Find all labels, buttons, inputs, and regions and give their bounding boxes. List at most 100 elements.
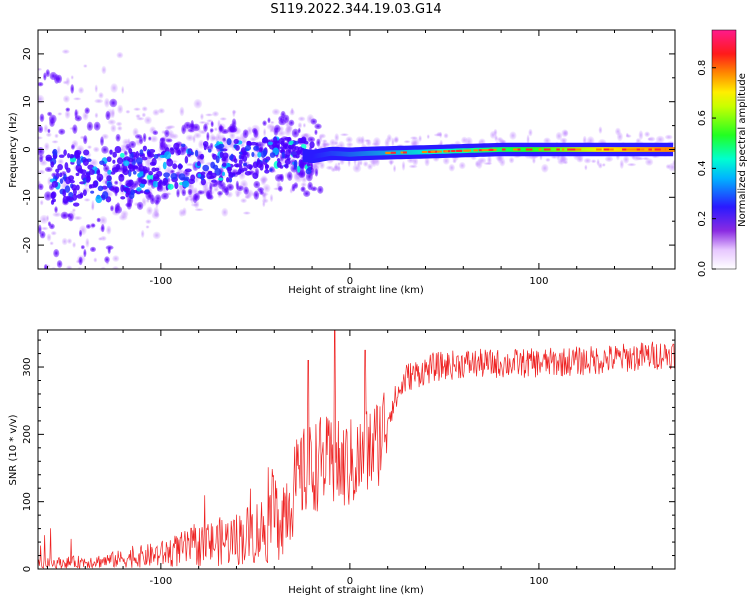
heatmap-noise-cell [392,164,397,173]
heatmap-ridge-cell [252,172,259,179]
snr-x-tick-label: -100 [150,576,173,587]
heatmap-signal-cell [209,142,214,150]
colorbar-ticks: 0.0 0.2 0.4 0.6 0.8 [697,60,716,277]
heatmap-noise-cell [340,133,349,137]
snr-y-tick-label: 200 [22,425,33,444]
heatmap-noise-cell [403,140,411,144]
colorbar: 0.0 0.2 0.4 0.6 0.8 Normalized spectral ampl… [697,29,748,277]
heatmap-ridge-cell [162,161,167,170]
colorbar-tick-label: 0.8 [697,60,708,76]
heatmap-signal-cell [43,264,48,269]
heatmap-noise-cell [56,281,62,285]
heatmap-ridge-cell [74,151,81,159]
heatmap-noise-cell [389,160,393,166]
heatmap-noise-cell [64,110,71,119]
heatmap-ridge-cell [71,184,77,191]
heatmap-signal-cell [114,180,119,185]
heatmap-noise-cell [63,279,67,286]
snr-y-tick-label: 100 [22,492,33,511]
heatmap-ridge-cell [64,185,71,193]
heatmap-signal-cell [48,114,57,124]
heatmap-noise-cell [622,155,630,164]
heatmap-signal-cell [105,110,111,121]
heatmap-noise-cell [179,106,185,117]
heatmap-signal-cell [126,200,132,210]
heatmap-noise-cell [289,109,295,116]
heatmap-ridge-cell [284,158,291,165]
heatmap-signal-cell [84,107,90,114]
heatmap-x-axis-label: Height of straight line (km) [288,285,424,296]
heatmap-ridge-cell [72,193,78,201]
heatmap-ridge-cell [164,151,172,160]
heatmap-noise-cell [199,120,207,124]
heatmap-noise-cell [193,98,203,109]
heatmap-ridge-cell [141,156,148,161]
heatmap-ridge-cell [177,164,184,169]
heatmap-ridge-cell [123,156,131,162]
heatmap-signal-cell [262,120,267,126]
heatmap-signal-cell [105,245,114,250]
heatmap-signal-cell [67,213,71,218]
heatmap-signal-cell [43,72,47,81]
heatmap-ridge-cell [50,161,55,168]
heatmap-noise-cell [509,131,517,140]
heatmap-signal-cell [236,185,244,192]
heatmap-noise-cell [269,127,273,133]
heatmap-signal-cell [104,256,110,263]
heatmap-noise-cell [91,199,95,210]
heatmap-noise-cell [141,106,148,112]
heatmap-signal-cell [203,123,208,132]
heatmap-noise-cell [334,162,339,172]
heatmap-noise-cell [186,163,194,167]
heatmap-ridge-cell [284,136,291,141]
heatmap-ridge-cell [152,180,159,188]
heatmap-y-ticks: -20 -10 0 10 20 [22,29,675,270]
heatmap-noise-cell [41,226,49,231]
heatmap-noise-cell [557,158,566,165]
colorbar-tick-label: 0.0 [697,261,708,277]
heatmap-signal-cell [100,223,105,233]
heatmap-noise-cell [104,97,110,108]
heatmap-signal-cell [314,123,322,130]
heatmap-ridge-cell [59,172,63,178]
heatmap-ridge-cell [120,196,126,200]
heatmap-noise-cell [118,214,128,221]
heatmap-peak-cell [626,148,633,151]
heatmap-noise-cell [141,112,146,118]
heatmap-ridge-cell [290,150,298,157]
heatmap-noise-cell [74,299,78,303]
heatmap-ridge-cell [276,161,282,168]
heatmap-signal-cell [224,187,230,196]
heatmap-signal-cell [273,127,279,136]
heatmap-noise-cell [44,142,50,151]
snr-x-axis-label: Height of straight line (km) [288,585,424,596]
heatmap-ridge-cell [101,191,109,200]
heatmap-noise-cell [144,116,152,125]
heatmap-noise-cell [73,97,82,101]
heatmap-noise-cell [319,161,325,170]
heatmap-peak-cell [481,149,489,152]
heatmap-signal-cell [38,82,44,87]
snr-background [38,330,675,569]
heatmap-noise-cell [78,86,85,94]
heatmap-noise-cell [157,107,165,114]
heatmap-ridge-cell [226,138,232,146]
heatmap-noise-cell [528,128,533,137]
heatmap-noise-cell [563,130,569,137]
heatmap-peak-cell [636,148,640,151]
heatmap-y-axis-label: Frequency (Hz) [8,112,19,188]
heatmap-ridge-cell [76,158,81,167]
heatmap-signal-cell [316,138,321,147]
heatmap-signal-cell [222,137,227,142]
heatmap-ridge-cell [233,138,239,145]
heatmap-ridge-cell [169,147,174,151]
heatmap-signal-cell [310,118,318,125]
heatmap-signal-cell [56,260,63,268]
heatmap-noise-cell [244,195,250,199]
heatmap-noise-cell [424,157,430,167]
heatmap-ridge-cell [221,162,227,168]
heatmap-signal-cell [287,171,293,181]
heatmap-ridge-cell [97,185,104,192]
heatmap-peak-cell [538,148,542,151]
